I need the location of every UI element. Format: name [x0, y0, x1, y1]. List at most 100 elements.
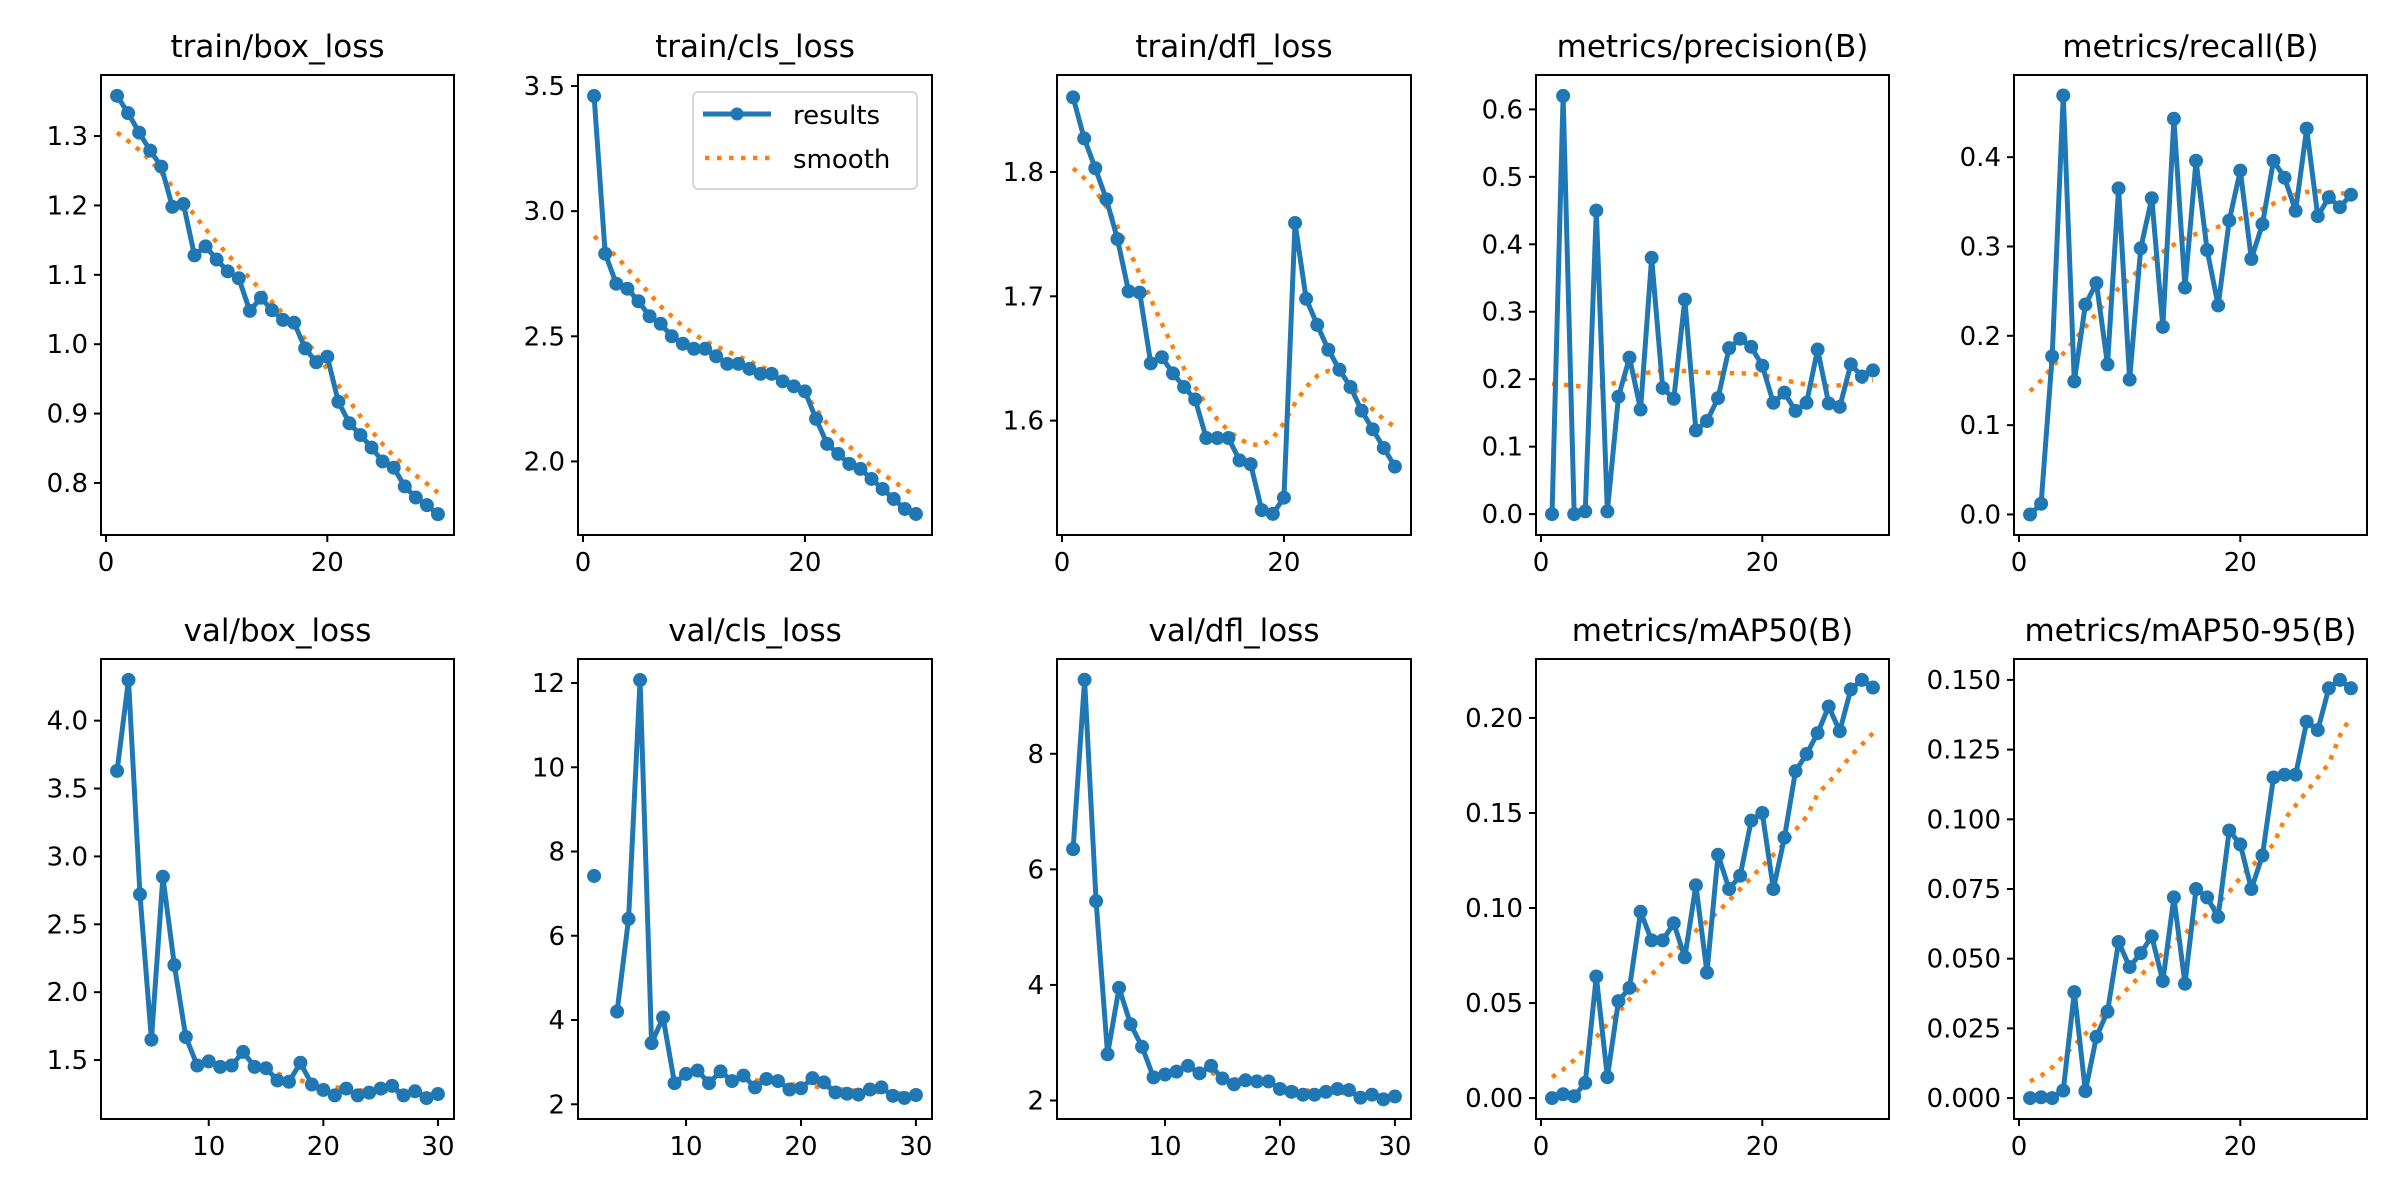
data-point	[167, 958, 182, 973]
data-point	[713, 1064, 728, 1079]
x-tick-label: 10	[192, 1132, 225, 1162]
y-tick-label: 8	[548, 838, 565, 868]
results-line	[614, 677, 917, 1101]
data-point	[276, 312, 291, 327]
data-point	[2288, 203, 2303, 218]
data-point	[110, 88, 125, 103]
data-point	[793, 1081, 808, 1096]
subplot-title: train/box_loss	[170, 29, 384, 65]
axes-frame	[100, 74, 455, 536]
data-point	[1832, 399, 1847, 414]
data-point	[362, 1085, 377, 1100]
data-point	[1158, 1067, 1173, 1082]
y-tick-label: 2.5	[524, 322, 565, 352]
subplot-title: metrics/mAP50-95(B)	[2024, 613, 2356, 649]
data-point	[1221, 431, 1236, 446]
data-point	[2078, 1084, 2093, 1099]
data-point	[1611, 994, 1626, 1009]
y-tick-label: 2	[1027, 1087, 1044, 1117]
y-tick-label: 1.0	[47, 330, 88, 360]
data-point	[242, 303, 257, 318]
data-point	[874, 1080, 889, 1095]
data-point	[1146, 1070, 1161, 1085]
y-tick-label: 0.15	[1465, 799, 1523, 829]
data-point	[1143, 356, 1158, 371]
data-point	[1089, 894, 1104, 909]
data-point	[875, 481, 890, 496]
data-point	[1165, 366, 1180, 381]
x-tick-label: 0	[575, 548, 592, 578]
data-point	[316, 1082, 331, 1097]
data-point	[2211, 909, 2226, 924]
x-tick-label: 0	[1533, 1132, 1550, 1162]
data-point	[2078, 297, 2093, 312]
data-point	[385, 1078, 400, 1093]
y-tick-label: 0.8	[47, 469, 88, 499]
data-point	[897, 1090, 912, 1105]
data-point	[293, 1055, 308, 1070]
data-point	[1387, 459, 1402, 474]
data-point	[1655, 380, 1670, 395]
data-point	[2155, 319, 2170, 334]
y-tick-label: 10	[532, 753, 565, 783]
data-point	[1265, 506, 1280, 521]
data-point	[2045, 1091, 2060, 1106]
data-point	[1204, 1058, 1219, 1073]
data-point	[820, 436, 835, 451]
data-point	[1744, 813, 1759, 828]
data-point	[1644, 250, 1659, 265]
subplot-title: train/cls_loss	[655, 29, 855, 65]
data-point	[1365, 422, 1380, 437]
x-tick-label: 20	[788, 548, 821, 578]
data-point	[1744, 339, 1759, 354]
data-point	[885, 1088, 900, 1103]
data-point	[2299, 121, 2314, 136]
data-point	[587, 89, 602, 104]
data-point	[350, 1088, 365, 1103]
data-point	[2122, 372, 2137, 387]
data-point	[1254, 503, 1269, 518]
data-point	[1666, 916, 1681, 931]
data-point	[1272, 1081, 1287, 1096]
x-tick-label: 30	[1378, 1132, 1411, 1162]
data-point	[2144, 191, 2159, 206]
data-point	[770, 1074, 785, 1089]
data-point	[1777, 385, 1792, 400]
y-tick-label: 3.5	[47, 775, 88, 805]
data-point	[2244, 252, 2259, 266]
data-point	[2034, 496, 2049, 511]
data-point	[1865, 363, 1880, 378]
data-point	[253, 290, 268, 305]
data-point	[155, 869, 170, 884]
data-point	[1199, 431, 1214, 446]
y-tick-label: 0.125	[1927, 736, 2001, 766]
data-point	[298, 341, 313, 356]
data-point	[908, 1087, 923, 1102]
data-point	[2155, 974, 2170, 988]
x-tick-label: 20	[307, 1132, 340, 1162]
data-point	[1276, 490, 1291, 505]
data-point	[209, 252, 224, 267]
data-point	[1110, 232, 1125, 247]
y-tick-label: 6	[1027, 855, 1044, 885]
data-point	[2222, 823, 2237, 838]
data-point	[686, 341, 701, 356]
data-point	[1232, 453, 1247, 468]
axes-frame	[577, 658, 933, 1120]
data-point	[805, 1071, 820, 1086]
y-tick-label: 3.5	[524, 72, 565, 102]
y-tick-label: 2.0	[524, 447, 565, 477]
data-point	[1711, 391, 1726, 406]
y-tick-label: 0.075	[1927, 875, 2001, 905]
data-point	[1066, 842, 1081, 857]
x-tick-label: 0	[1533, 548, 1550, 578]
data-point	[1169, 1064, 1184, 1079]
y-tick-label: 0.00	[1465, 1084, 1523, 1114]
data-point	[1865, 680, 1880, 695]
x-tick-label: 30	[421, 1132, 454, 1162]
subplot-metrics-precision-b-: metrics/precision(B) 0 20 0.0 0.1 0.2 0.3 0.4 0.…	[1482, 29, 1890, 578]
data-point	[1699, 414, 1714, 429]
data-point	[2233, 163, 2248, 178]
data-point	[1666, 391, 1681, 406]
data-point	[213, 1059, 228, 1074]
